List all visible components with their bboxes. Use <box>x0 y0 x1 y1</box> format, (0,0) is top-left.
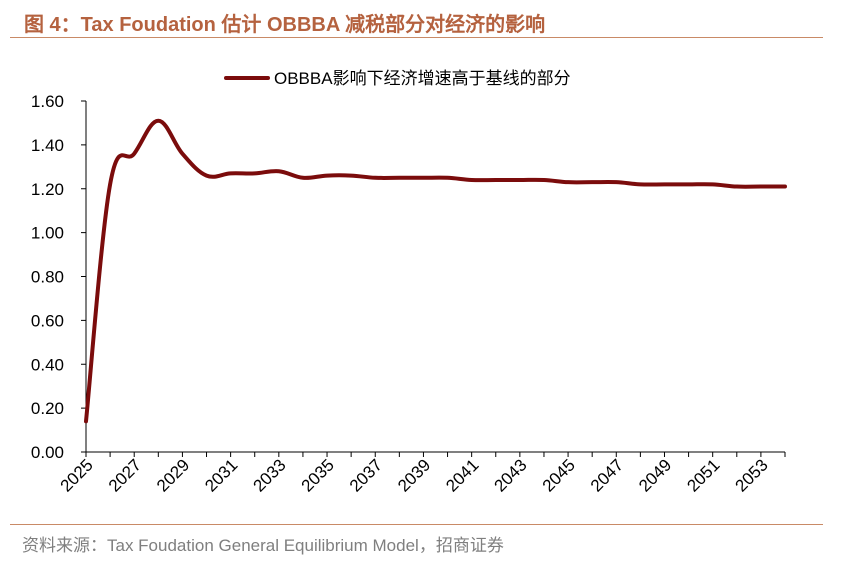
y-tick-label: 0.40 <box>31 355 64 374</box>
chart-axes <box>81 100 786 457</box>
x-tick-label: 2045 <box>539 455 579 495</box>
x-tick-label: 2039 <box>394 455 434 495</box>
x-tick-label: 2033 <box>249 455 289 495</box>
x-tick-label: 2047 <box>587 455 627 495</box>
y-tick-label: 0.20 <box>31 399 64 418</box>
x-tick-label: 2049 <box>635 455 675 495</box>
y-tick-label: 1.00 <box>31 224 64 243</box>
y-tick-label: 0.00 <box>31 443 64 462</box>
chart-legend: OBBBA影响下经济增速高于基线的部分 <box>224 69 571 88</box>
y-tick-label: 1.40 <box>31 136 64 155</box>
x-tick-label: 2051 <box>683 455 723 495</box>
x-tick-label: 2029 <box>153 455 193 495</box>
figure-title: 图 4：Tax Foudation 估计 OBBBA 减税部分对经济的影响 <box>24 14 546 36</box>
source-divider <box>10 524 823 525</box>
y-tick-label: 1.20 <box>31 180 64 199</box>
x-tick-label: 2037 <box>346 455 386 495</box>
title-divider <box>10 37 823 38</box>
y-tick-label: 0.60 <box>31 311 64 330</box>
x-tick-label: 2053 <box>732 455 772 495</box>
y-axis-tick-labels: 0.00 0.20 0.40 0.60 0.80 1.00 1.20 1.40 1.60 <box>31 92 64 462</box>
x-tick-label: 2043 <box>491 455 531 495</box>
y-tick-label: 1.60 <box>31 92 64 111</box>
x-tick-label: 2031 <box>201 455 241 495</box>
x-tick-label: 2035 <box>298 455 338 495</box>
y-tick-label: 0.80 <box>31 268 64 287</box>
series-line-0 <box>84 118 787 424</box>
legend-label: OBBBA影响下经济增速高于基线的部分 <box>274 69 571 88</box>
chart-series <box>84 118 787 424</box>
x-tick-label: 2041 <box>442 455 482 495</box>
source-note: 资料来源：Tax Foudation General Equilibrium M… <box>22 536 504 555</box>
x-tick-label: 2027 <box>105 455 145 495</box>
x-axis-tick-labels: 2025 2027 2029 2031 2033 2035 2037 2039 2041 2043… <box>57 455 772 495</box>
